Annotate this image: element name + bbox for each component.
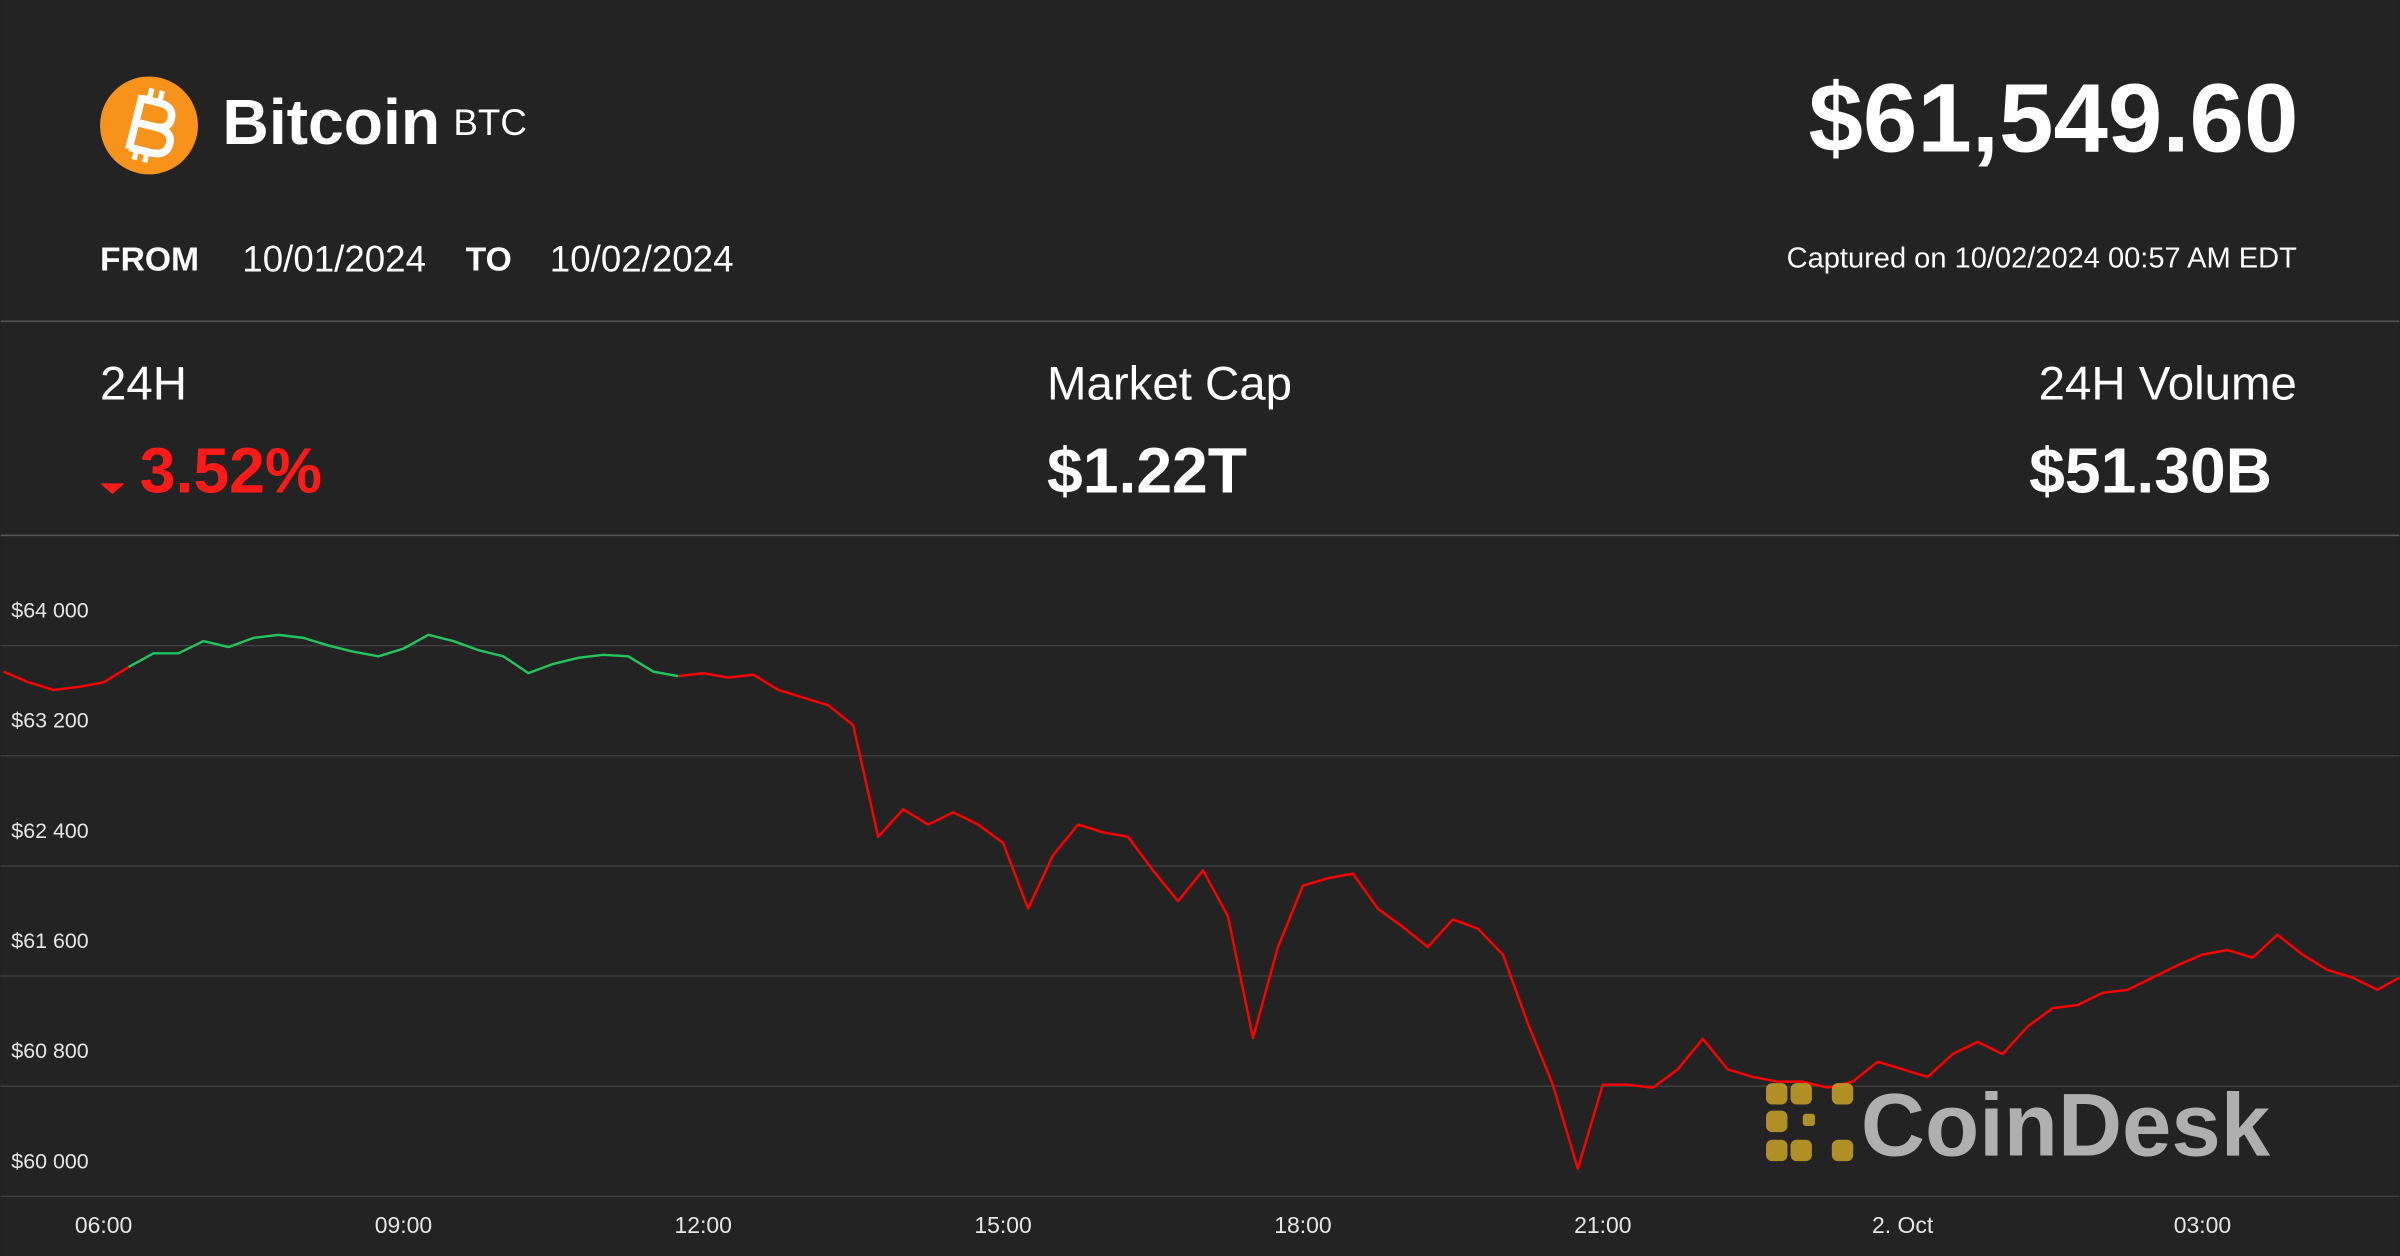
line-join bbox=[102, 666, 130, 684]
y-tick-label: $63 200 bbox=[11, 709, 88, 733]
stat-value: 3.52% bbox=[140, 435, 322, 507]
from-label: FROM bbox=[100, 241, 199, 278]
from-date: 10/01/2024 bbox=[242, 238, 426, 279]
watermark: CoinDesk bbox=[1861, 1076, 2271, 1175]
line-join bbox=[678, 671, 704, 678]
y-tick-label: $61 600 bbox=[11, 929, 88, 953]
x-tick-label: 2. Oct bbox=[1872, 1212, 1934, 1238]
x-tick-label: 12:00 bbox=[675, 1212, 732, 1238]
stat-value: $51.30B bbox=[2029, 435, 2272, 507]
x-tick-label: 06:00 bbox=[75, 1212, 132, 1238]
y-tick-label: $60 000 bbox=[11, 1149, 88, 1173]
coindesk-logo: CoinDesk bbox=[1766, 1076, 2271, 1175]
to-date: 10/02/2024 bbox=[550, 238, 734, 279]
chart: $60 000 $60 800 $61 600 $62 400 $63 200 $64 0… bbox=[0, 599, 2400, 1238]
x-tick-label: 18:00 bbox=[1274, 1212, 1331, 1238]
price-line bbox=[3, 670, 2400, 1171]
y-tick-label: $64 000 bbox=[11, 599, 88, 623]
coin-symbol: BTC bbox=[453, 102, 526, 143]
stat-label: 24H Volume bbox=[2039, 358, 2297, 411]
price-line bbox=[127, 633, 679, 678]
x-tick-label: 09:00 bbox=[375, 1212, 432, 1238]
y-tick-label: $62 400 bbox=[11, 819, 88, 843]
x-tick-label: 21:00 bbox=[1574, 1212, 1631, 1238]
y-tick-label: $60 800 bbox=[11, 1039, 88, 1063]
down-arrow bbox=[100, 483, 125, 495]
to-label: TO bbox=[466, 241, 512, 278]
stat-label: Market Cap bbox=[1047, 358, 1292, 411]
price: $61,549.60 bbox=[1808, 62, 2298, 172]
x-tick-label: 03:00 bbox=[2174, 1212, 2231, 1238]
bitcoin-logo bbox=[100, 76, 198, 175]
coin-name: Bitcoin bbox=[222, 86, 440, 158]
captured: Captured on 10/02/2024 00:57 AM EDT bbox=[1787, 243, 2298, 275]
stat-value: $1.22T bbox=[1047, 435, 1247, 507]
x-tick-label: 15:00 bbox=[974, 1212, 1031, 1238]
stat-label: 24H bbox=[100, 358, 187, 411]
